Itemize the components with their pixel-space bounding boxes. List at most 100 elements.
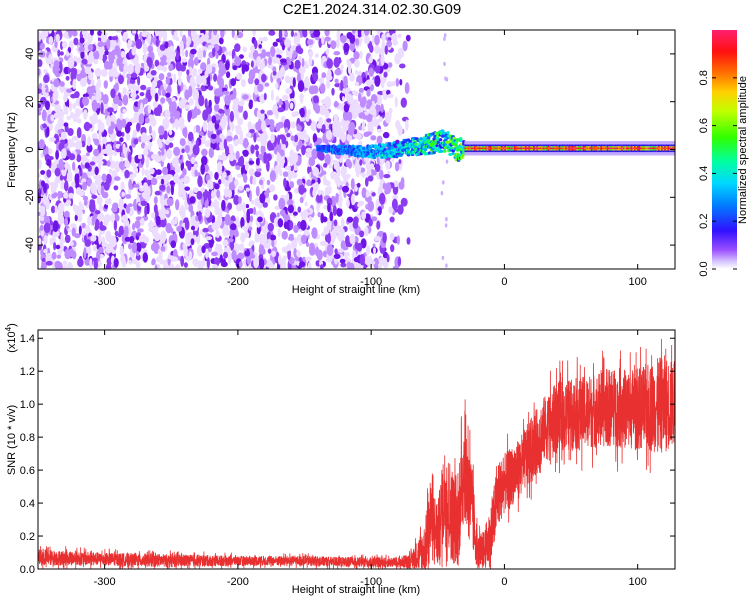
heatmap-cell [242, 46, 247, 53]
heatmap-cell [193, 57, 199, 66]
heatmap-cell [244, 161, 249, 171]
heatmap-cell [334, 68, 342, 76]
heatmap-cell [589, 147, 592, 150]
heatmap-cell [293, 134, 299, 143]
heatmap-cell [248, 100, 253, 110]
heatmap-cell [161, 212, 166, 220]
heatmap-cell [174, 216, 178, 225]
heatmap-cell [228, 50, 232, 56]
heatmap-cell [72, 68, 78, 76]
heatmap-cell [388, 206, 394, 214]
heatmap-cell [312, 189, 317, 198]
heatmap-cell [232, 65, 238, 71]
heatmap-cell [46, 169, 52, 178]
heatmap-cell [270, 89, 274, 102]
heatmap-cell [200, 75, 207, 80]
snr-frame [37, 329, 676, 570]
heatmap-cell [270, 133, 275, 144]
heatmap-cell [136, 232, 142, 237]
heatmap-cell [135, 253, 141, 261]
heatmap-cell [222, 90, 230, 95]
heatmap-cell [542, 147, 546, 150]
heatmap-cell [621, 147, 624, 150]
heatmap-cell [499, 147, 503, 150]
heatmap-cell [185, 160, 190, 167]
heatmap-cell [382, 232, 387, 244]
heatmap-cell [370, 135, 377, 141]
heatmap-cell [501, 147, 504, 150]
heatmap-cell [533, 147, 536, 150]
heatmap-cell [119, 145, 123, 153]
heatmap-cell [386, 254, 390, 263]
heatmap-cell [323, 226, 330, 235]
heatmap-cell [49, 137, 56, 142]
heatmap-cell [335, 192, 339, 204]
heatmap-cell [109, 54, 115, 65]
heatmap-cell [279, 49, 283, 55]
heatmap-cell [357, 202, 362, 208]
heatmap-cell [402, 40, 408, 52]
heatmap-cell [380, 76, 385, 89]
heatmap-cell [359, 253, 366, 266]
heatmap-cell [108, 126, 112, 133]
heatmap-cell [592, 147, 595, 150]
x-tick-label: -300 [94, 276, 116, 288]
heatmap-cell [38, 88, 42, 94]
heatmap-cell [389, 216, 395, 223]
heatmap-cell [162, 30, 168, 42]
heatmap-cell [354, 184, 358, 192]
heatmap-cell [361, 187, 367, 199]
heatmap-cell [111, 36, 118, 41]
heatmap-cell [142, 42, 148, 55]
heatmap-cell [113, 118, 118, 125]
heatmap-cell [322, 216, 328, 223]
heatmap-cell [318, 117, 324, 125]
heatmap-cell [369, 55, 373, 64]
heatmap-cell [260, 138, 268, 147]
heatmap-cell [202, 120, 208, 132]
heatmap-cell [255, 157, 260, 166]
y-tick-label: -40 [24, 237, 36, 253]
heatmap-cell [247, 76, 254, 85]
heatmap-cell [175, 61, 182, 72]
heatmap-cell [134, 220, 141, 229]
heatmap-cell [184, 89, 190, 101]
heatmap-cell [237, 252, 245, 260]
heatmap-cell [392, 194, 399, 201]
heatmap-cell [367, 155, 371, 159]
heatmap-cell [357, 30, 362, 38]
heatmap-cell [180, 40, 184, 53]
heatmap-cell [385, 160, 391, 170]
heatmap-cell [38, 103, 41, 108]
heatmap-cell [155, 39, 159, 47]
heatmap-cell [74, 233, 81, 239]
heatmap-cell [178, 118, 183, 127]
heatmap-cell [222, 239, 229, 247]
heatmap-cell [175, 264, 180, 269]
heatmap-cell [262, 228, 266, 234]
heatmap-cell [82, 109, 88, 120]
heatmap-cell [210, 133, 217, 139]
heatmap-cell [70, 142, 76, 147]
heatmap-cell [277, 121, 285, 129]
heatmap-cell [222, 171, 227, 178]
heatmap-cell [49, 237, 54, 246]
heatmap-cell [648, 147, 651, 150]
heatmap-cell [250, 60, 254, 68]
heatmap-cell [177, 76, 182, 86]
heatmap-cell [80, 50, 85, 59]
heatmap-cell [635, 147, 639, 150]
heatmap-cell [327, 185, 332, 195]
heatmap-cell [77, 257, 84, 268]
heatmap-cell [250, 199, 255, 205]
heatmap-cell [233, 112, 240, 117]
heatmap-cell [121, 259, 127, 268]
heatmap-cell [254, 78, 260, 86]
heatmap-cell [166, 264, 170, 269]
heatmap-cell [365, 190, 370, 198]
heatmap-cell [124, 123, 131, 134]
heatmap-cell [62, 260, 68, 266]
heatmap-cell [376, 220, 381, 230]
heatmap-cell [163, 117, 170, 127]
heatmap-cell [317, 189, 322, 196]
